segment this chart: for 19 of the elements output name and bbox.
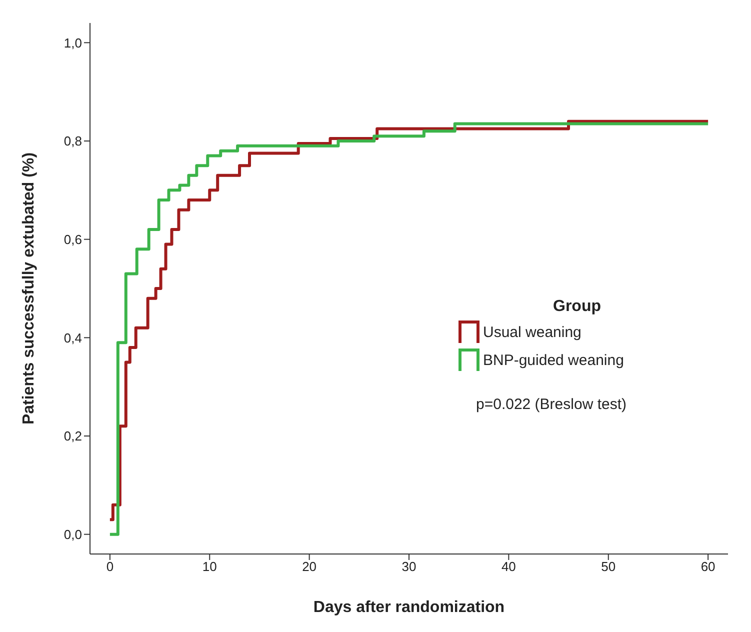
y-tick-label: 1,0: [64, 35, 82, 50]
x-axis-title: Days after randomization: [313, 599, 505, 616]
x-tick-label: 60: [700, 559, 716, 574]
y-tick-label: 0,2: [64, 428, 82, 444]
legend-title: Group: [553, 298, 602, 316]
legend-label: BNP-guided weaning: [483, 352, 624, 368]
x-tick-label: 10: [202, 559, 217, 574]
legend-label: Usual weaning: [483, 324, 582, 340]
y-tick-label: 0,0: [64, 526, 82, 542]
x-tick-label: 50: [601, 559, 616, 574]
y-tick-label: 0,8: [64, 134, 82, 149]
y-axis-title: Patients successfully extubated (%): [20, 152, 38, 425]
y-tick-label: 0,6: [64, 232, 82, 247]
x-tick-label: 0: [106, 559, 114, 574]
y-tick-label: 0,4: [64, 330, 82, 346]
x-tick-label: 30: [402, 559, 416, 574]
x-tick-label: 20: [302, 559, 317, 574]
x-tick-label: 40: [501, 559, 516, 574]
annotation: p=0.022 (Breslow test): [476, 396, 626, 413]
